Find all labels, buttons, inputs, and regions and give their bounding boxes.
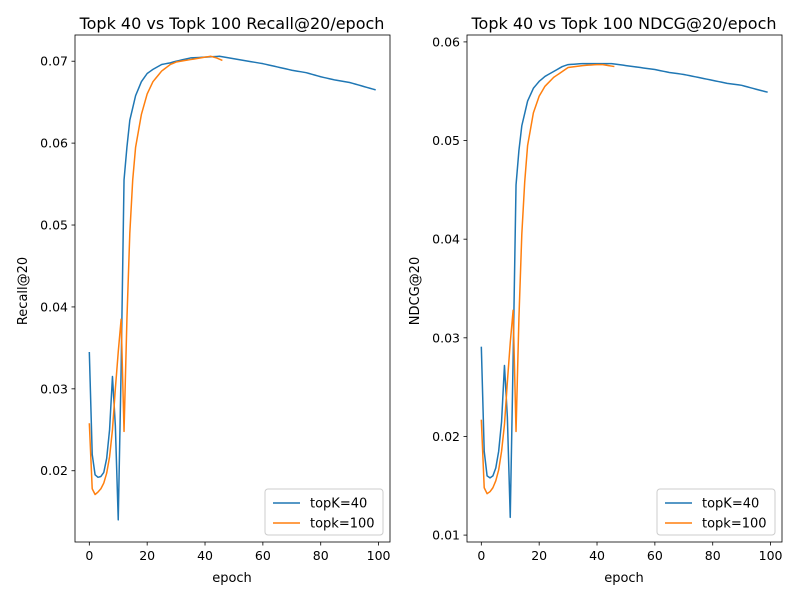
x-tick-label: 0: [85, 548, 93, 563]
y-tick-label: 0.06: [40, 136, 68, 151]
y-tick-label: 0.01: [432, 528, 460, 543]
y-tick-label: 0.05: [432, 133, 460, 148]
plot-frame: [74, 34, 391, 543]
series-line-1: [480, 63, 615, 495]
y-tick-label: 0.05: [40, 218, 68, 233]
x-tick-label: 100: [367, 548, 391, 563]
x-tick-label: 80: [313, 548, 329, 563]
legend-label: topk=100: [310, 517, 375, 532]
y-tick-label: 0.06: [432, 34, 460, 49]
y-tick-label: 0.03: [40, 381, 68, 396]
series-line-0: [480, 62, 768, 519]
x-axis-label: epoch: [604, 571, 644, 586]
x-tick-label: 0: [477, 548, 485, 563]
ndcg-chart: Topk 40 vs Topk 100 NDCG@20/epoch epoch …: [408, 14, 783, 586]
chart-title: Topk 40 vs Topk 100 NDCG@20/epoch: [471, 14, 777, 33]
y-axis-label: Recall@20: [16, 257, 31, 325]
legend-label: topK=40: [310, 497, 367, 512]
x-tick-label: 100: [759, 548, 783, 563]
legend-label: topk=100: [702, 517, 767, 532]
x-tick-label: 20: [531, 548, 547, 563]
y-tick-label: 0.07: [40, 54, 68, 69]
x-tick-label: 80: [705, 548, 721, 563]
y-tick-label: 0.04: [40, 299, 68, 314]
chart-title: Topk 40 vs Topk 100 Recall@20/epoch: [79, 14, 385, 33]
legend-label: topK=40: [702, 497, 759, 512]
y-tick-label: 0.03: [432, 330, 460, 345]
x-axis-label: epoch: [212, 571, 252, 586]
x-tick-label: 60: [255, 548, 271, 563]
recall-chart: Topk 40 vs Topk 100 Recall@20/epoch epoc…: [16, 14, 391, 586]
plot-frame: [466, 34, 783, 543]
x-tick-label: 40: [197, 548, 213, 563]
x-tick-label: 20: [139, 548, 155, 563]
series-line-0: [88, 55, 376, 521]
x-tick-label: 40: [589, 548, 605, 563]
x-tick-label: 60: [647, 548, 663, 563]
y-axis-label: NDCG@20: [408, 257, 423, 325]
y-tick-label: 0.02: [432, 429, 460, 444]
y-tick-label: 0.02: [40, 463, 68, 478]
series-line-1: [88, 55, 223, 496]
y-tick-label: 0.04: [432, 232, 460, 247]
